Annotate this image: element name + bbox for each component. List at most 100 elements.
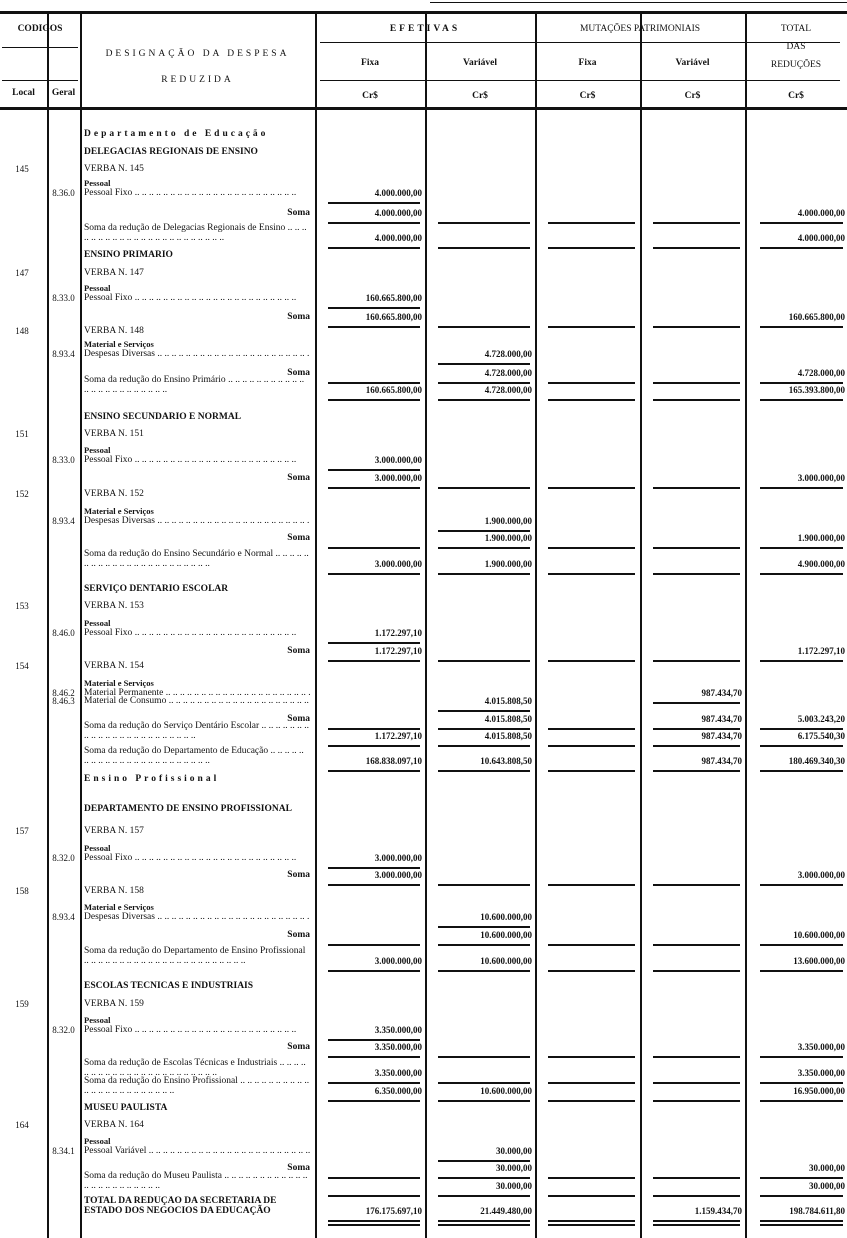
underline-rule [438,728,530,730]
underline-rule [760,1195,843,1197]
underline-rule [328,1100,420,1102]
expense-designation: Soma da redução do Museu Paulista [84,1171,310,1191]
underline-rule [438,884,530,886]
expense-group: Pessoal [84,618,111,628]
table-row: 8.93.4 Material e Serviços Despesas Divers… [0,507,847,532]
codigos-header: CODIGOS [17,24,63,34]
table-row: Soma da redução de Delegacias Regionais … [0,223,847,249]
expense-designation: ENSINO PRIMARIO [84,250,310,260]
column-divider [80,14,82,1238]
expense-designation: Pessoal Pessoal Fixo [84,1016,310,1036]
underline-rule [438,573,530,575]
designation-text: Departamento de Educação [84,129,269,139]
table-row: 154 VERBA N. 154 [0,657,847,673]
table-row: SERVIÇO DENTARIO ESCOLAR [0,580,847,596]
local-code: 154 [15,661,29,671]
underline-rule [548,970,635,972]
value-total: 4.728.000,00 [797,368,845,378]
expense-group: Pessoal [84,178,111,188]
underline-rule [653,326,740,328]
designation-text: Soma [287,930,310,940]
underline-rule [653,573,740,575]
value-ef-fixa: 4.000.000,00 [374,233,422,243]
underline-rule [653,247,740,249]
designation-text: Soma da redução de Escolas Técnicas e In… [84,1058,310,1078]
underline-rule [438,399,530,401]
value-ef-fixa: 176.175.697,10 [365,1206,422,1216]
local-header: Local [12,88,35,98]
value-ef-fixa: 160.665.800,00 [365,293,422,303]
designation-text: Soma [287,870,310,880]
rule [2,47,78,48]
designation-text: Pessoal Fixo [84,188,310,198]
value-ef-var: 10.643.808,50 [480,756,532,766]
table-row: Soma da redução do Museu Paulista 30.000,… [0,1171,847,1197]
designation-text: Soma [287,1042,310,1052]
expense-designation: DELEGACIAS REGIONAIS DE ENSINO [84,147,310,157]
value-ef-var: 1.900.000,00 [484,516,532,526]
table-row: Soma da redução do Serviço Dentário Esco… [0,721,847,747]
expense-designation: Soma [84,714,310,724]
table-row: Soma da redução de Escolas Técnicas e In… [0,1058,847,1084]
designation-text: Despesas Diversas [84,349,310,359]
local-code: 152 [15,489,29,499]
underline-rule [328,970,420,972]
designation-text: Soma [287,714,310,724]
currency-label: Cr$ [579,91,596,101]
underline-rule [328,1224,420,1226]
underline-rule [328,307,420,309]
underline-rule [548,745,635,747]
expense-designation: DEPARTAMENTO DE ENSINO PROFISSIONAL [84,804,310,814]
value-ef-fixa: 6.350.000,00 [374,1086,422,1096]
geral-code: 8.34.1 [52,1146,75,1156]
value-mut-var: 987.434,70 [701,714,743,724]
value-ef-fixa: 3.000.000,00 [374,870,422,880]
expense-designation: Soma da redução do Ensino Secundário e N… [84,549,310,569]
designation-text: Soma [287,1163,310,1173]
header-top-rule [0,11,847,14]
underline-rule [548,770,635,772]
underline-rule [438,382,530,384]
table-row: DEPARTAMENTO DE ENSINO PROFISSIONAL [0,800,847,816]
value-ef-var: 30.000,00 [496,1181,532,1191]
designation-text: VERBA N. 159 [84,999,144,1009]
value-mut-var: 987.434,70 [701,756,743,766]
underline-rule [548,573,635,575]
underline-rule [653,660,740,662]
underline-rule [760,326,843,328]
expense-designation: Pessoal Pessoal Variável [84,1137,310,1157]
designation-text: Soma da redução do Departamento de Educa… [84,746,310,766]
underline-rule [438,944,530,946]
underline-rule [653,1056,740,1058]
designation-text: VERBA N. 145 [84,164,144,174]
underline-rule [548,1224,635,1226]
designation-text: Pessoal Fixo [84,293,310,303]
table-row: Soma 3.350.000,00 3.350.000,00 [0,1038,847,1058]
expense-designation: ESCOLAS TÉCNICAS E INDUSTRIAIS [84,981,310,991]
underline-rule [760,1056,843,1058]
expense-designation: SERVIÇO DENTARIO ESCOLAR [84,584,310,594]
designation-text: Soma da redução do Ensino Primário [84,375,310,395]
underline-rule [653,1220,740,1222]
table-row: Soma da redução do Departamento de Ensin… [0,946,847,972]
ef-fixa-header: Fixa [361,58,379,68]
underline-rule [328,1082,420,1084]
value-ef-var: 10.600.000,00 [480,930,532,940]
table-row: ENSINO SECUNDARIO E NORMAL [0,408,847,424]
local-code: 148 [15,326,29,336]
expense-group: Material e Serviços [84,506,154,516]
value-total: 3.350.000,00 [797,1068,845,1078]
value-ef-fixa: 3.000.000,00 [374,853,422,863]
underline-rule [548,884,635,886]
geral-code: 8.46.3 [52,696,75,706]
geral-code: 8.93.4 [52,516,75,526]
table-row: 158 VERBA N. 158 [0,882,847,898]
underline-rule [328,884,420,886]
expense-designation: Soma da redução do Ensino Profissional [84,1076,310,1096]
underline-rule [438,1100,530,1102]
underline-rule [760,1082,843,1084]
designation-text: ENSINO SECUNDARIO E NORMAL [84,412,242,422]
mut-var-header: Variável [675,58,710,68]
column-divider [315,14,317,1238]
